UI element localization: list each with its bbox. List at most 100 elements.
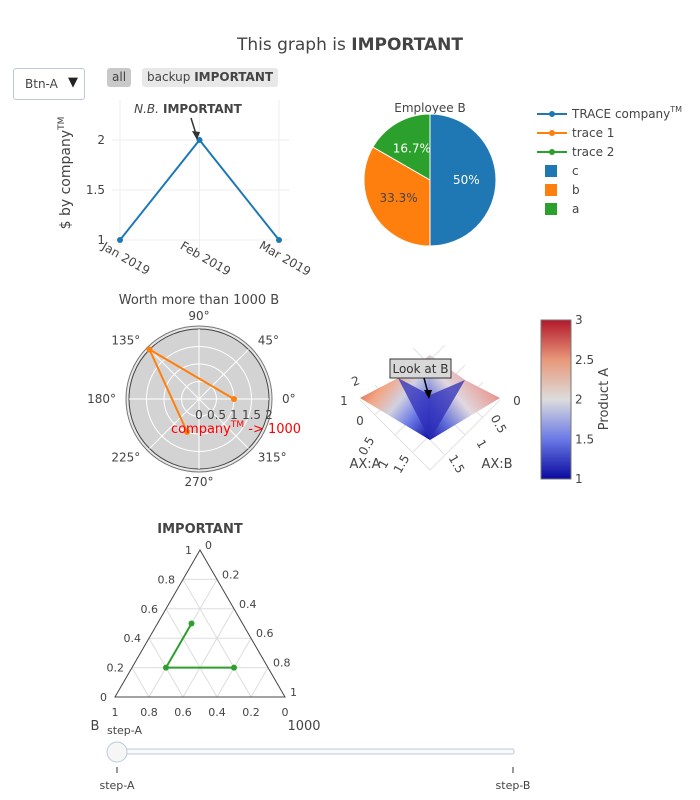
surface-z-tick-label: 1 xyxy=(340,394,348,408)
line-chart-point xyxy=(117,237,123,243)
ternary-b-axis-title: B xyxy=(91,719,100,734)
pie-chart-title: Employee B xyxy=(394,101,465,115)
ternary-a-tick-label: 0.4 xyxy=(124,632,142,645)
ternary-c-axis-title: 1000 xyxy=(287,719,320,734)
pie-chart-labels: 50% 33.3% 16.7% xyxy=(380,142,480,206)
slider[interactable]: step-A step-A step-B xyxy=(99,724,530,792)
colorbar-ticks: 1 1.5 2 2.5 3 xyxy=(575,313,594,486)
colorbar-tick-label: 2.5 xyxy=(575,353,594,367)
line-chart-point xyxy=(196,137,203,143)
ternary-grid-c xyxy=(182,608,235,698)
surface-y-tick-label: 1.5 xyxy=(446,452,468,476)
dropdown-menu[interactable]: Btn-A ▼ xyxy=(13,68,85,100)
legend-square-symbol xyxy=(545,203,557,215)
polar-grid-spoke xyxy=(198,398,249,449)
legend-item-label[interactable]: trace 1 xyxy=(572,126,614,140)
polar-angular-tick-label: 45° xyxy=(258,333,279,347)
surface-y-axis-title: AX:B xyxy=(481,457,512,472)
legend-point-symbol xyxy=(549,130,555,136)
button-backup-label-bold: IMPORTANT xyxy=(194,70,274,84)
button-backup-label: backup xyxy=(147,70,195,84)
line-chart-y-tick-label: 2 xyxy=(97,133,105,147)
line-chart-grid xyxy=(112,100,289,258)
polar-chart: Worth more than 1000 B 0° 45° 90° 135° 180° 2… xyxy=(87,293,301,489)
legend-item-label[interactable]: trace 2 xyxy=(572,145,614,159)
polar-point xyxy=(146,346,153,353)
legend-square-symbol xyxy=(545,165,557,177)
ternary-b-tick-label: 0.2 xyxy=(242,706,260,719)
pie-slice-b xyxy=(363,146,431,247)
line-chart-x-ticks: Jan 2019 Feb 2019 Mar 2019 xyxy=(99,238,313,279)
polar-radial-ticks: 0 0.5 1 1.5 2 xyxy=(195,408,273,422)
surface-annotation-text: Look at B xyxy=(392,362,448,376)
legend-item-sup: TM xyxy=(669,105,682,114)
surface-annotation-box xyxy=(389,358,452,379)
ternary-point xyxy=(163,664,169,671)
legend-item-text: a xyxy=(572,202,579,216)
button-backup-important[interactable]: backup IMPORTANT xyxy=(142,68,279,87)
ternary-b-tick-label: 1 xyxy=(112,706,119,719)
line-chart-y-ticks: 11.52 xyxy=(86,133,105,247)
line-chart-y-label-sup: TM xyxy=(57,117,67,131)
figure-title-bold: IMPORTANT xyxy=(351,35,463,55)
slider-step-b-label[interactable]: step-B xyxy=(496,779,531,792)
pie-slice-label: 50% xyxy=(453,173,480,187)
surface-y-tick-label: 0.5 xyxy=(488,412,510,436)
line-chart-annotation-bold: IMPORTANT xyxy=(163,102,243,116)
ternary-c-tick-label: 0.4 xyxy=(239,598,257,611)
colorbar-tick-label: 1.5 xyxy=(575,432,594,446)
legend-item-text: trace 2 xyxy=(572,145,614,159)
ternary-a-tick-label: 1 xyxy=(185,544,192,557)
line-chart-x-tick-label: Mar 2019 xyxy=(257,238,313,279)
ternary-b-tick-label: 0.4 xyxy=(208,706,226,719)
surface-y-tick-label: 1 xyxy=(473,437,489,451)
line-chart-points xyxy=(117,137,282,243)
line-chart-y-label-text: $ by company xyxy=(58,130,74,230)
polar-angular-tick-label: 0° xyxy=(282,392,296,406)
polar-angular-ticks: 0° 45° 90° 135° 180° 225° 270° 315° xyxy=(87,309,296,489)
line-chart: 11.52 Jan 2019 Feb 2019 Mar 2019 $ by comp… xyxy=(57,100,313,279)
polar-annotation: companyTM -> 1000 xyxy=(171,420,301,437)
ternary-outline xyxy=(114,549,286,698)
pie-slice-a xyxy=(372,113,431,181)
line-chart-annotation: N.B. IMPORTANT xyxy=(134,102,243,116)
colorbar-tick-label: 3 xyxy=(575,313,583,327)
ternary-b-tick-label: 0.6 xyxy=(174,706,192,719)
colorbar-title: Product A xyxy=(597,368,612,430)
slider-step-a-label[interactable]: step-A xyxy=(99,779,135,792)
surface-x-tick-label: 0 xyxy=(356,414,364,428)
pie-slice-label: 16.7% xyxy=(393,142,431,156)
polar-chart-title: Worth more than 1000 B xyxy=(119,293,279,308)
ternary-ticks: 0 0 0 0.2 0.2 0.2 0.4 0.4 0.4 0.6 0.6 0.6 0.8 0.8 0.8 1… xyxy=(100,539,297,719)
polar-radial-tick-label: 0.5 xyxy=(207,408,226,422)
legend-item-label[interactable]: c xyxy=(572,164,579,178)
ternary-a-tick-label: 0.2 xyxy=(107,662,125,675)
pie-chart-slices xyxy=(363,113,497,247)
chevron-down-icon: ▼ xyxy=(68,75,78,90)
line-chart-annotation-arrow xyxy=(190,117,197,135)
polar-angular-tick-label: 270° xyxy=(185,475,214,489)
surface-x-tick-label: 0.5 xyxy=(356,434,378,458)
pie-chart: Employee B 50% 33.3% 16.7% xyxy=(363,101,497,247)
colorbar-tick-label: 1 xyxy=(575,472,583,486)
legend-item-label[interactable]: b xyxy=(572,183,580,197)
button-all[interactable]: all xyxy=(107,68,132,87)
ternary-b-tick-label: 0.8 xyxy=(140,706,158,719)
ternary-b-tick-label: 0 xyxy=(282,706,289,719)
legend-item-label[interactable]: TRACE companyTM xyxy=(571,105,682,121)
polar-angular-tick-label: 180° xyxy=(87,392,116,406)
ternary-grid-b xyxy=(131,667,150,698)
line-chart-annotation-arrowhead xyxy=(192,131,200,140)
colorbar-bar xyxy=(540,319,572,480)
pie-slice-label: 33.3% xyxy=(380,191,418,205)
line-chart-x-tick-label: Feb 2019 xyxy=(178,239,233,279)
slider-rail[interactable] xyxy=(116,748,515,755)
polar-point xyxy=(231,396,237,402)
legend-item-label[interactable]: a xyxy=(572,202,579,216)
colorbar-tick-label: 2 xyxy=(575,393,583,407)
surface-chart: 00.51 1.500.511.512 AX:A AX:B Look at B 1… xyxy=(340,313,612,486)
polar-radial-tick-label: 1 xyxy=(230,408,238,422)
slider-handle[interactable] xyxy=(106,741,128,763)
line-chart-annotation-italic: N.B. xyxy=(134,102,159,116)
polar-angular-tick-label: 225° xyxy=(111,451,140,465)
